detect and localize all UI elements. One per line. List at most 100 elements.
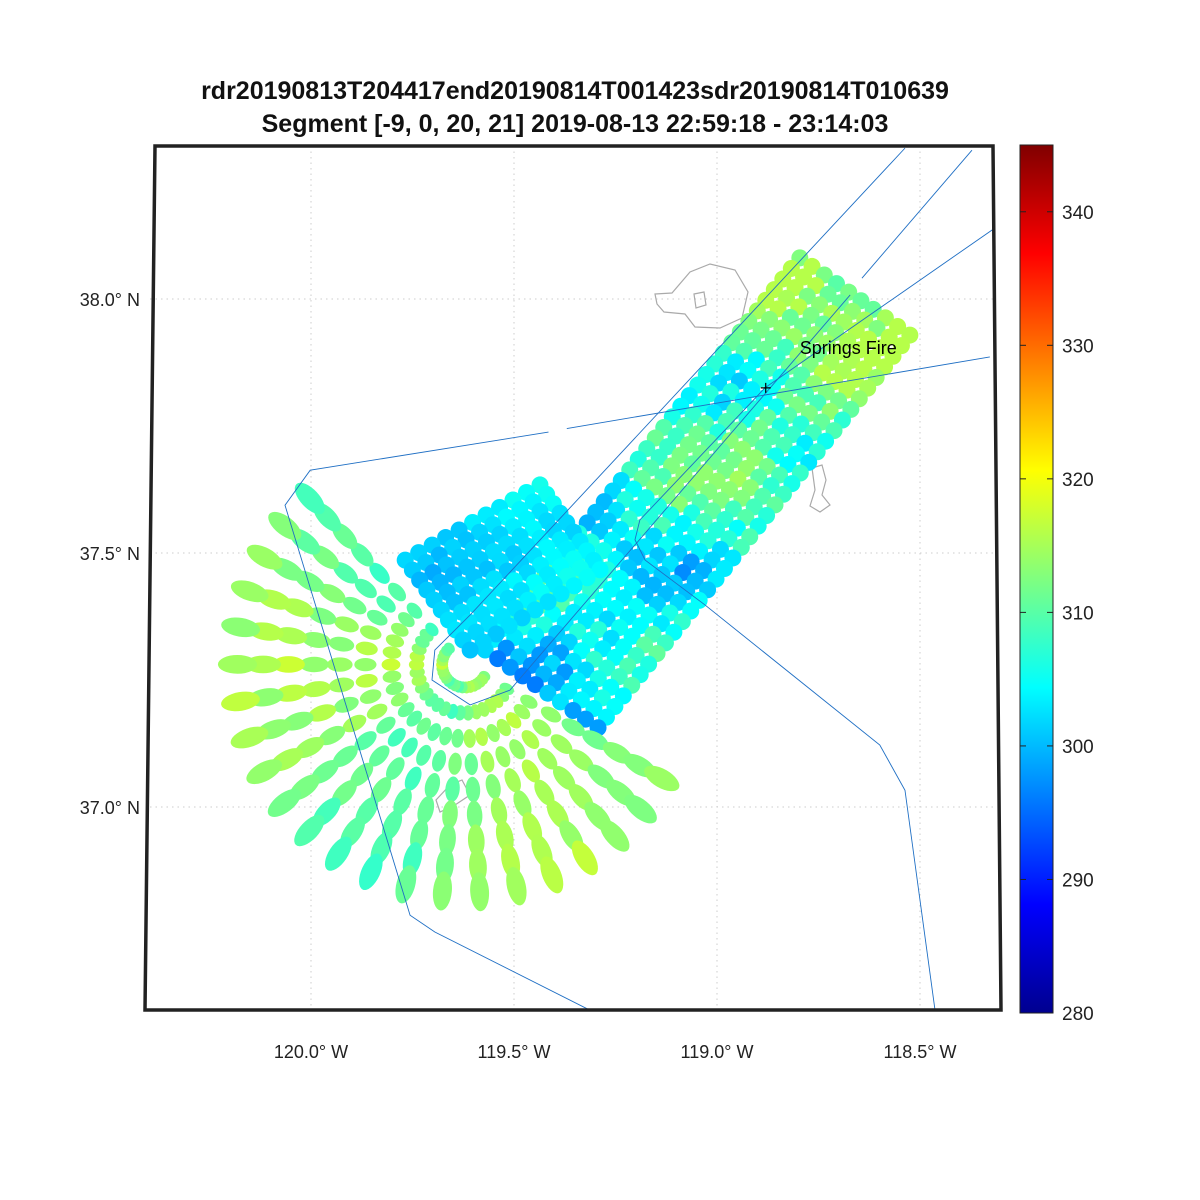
- footprint: [366, 609, 388, 626]
- footprint: [398, 612, 415, 628]
- footprint: [354, 731, 377, 751]
- footprint: [324, 836, 352, 871]
- x-tick-label: 119.5° W: [478, 1042, 551, 1062]
- footprint: [505, 712, 522, 729]
- footprint: [537, 748, 558, 770]
- footprint: [381, 658, 401, 671]
- y-tick-label: 37.0° N: [80, 798, 140, 818]
- footprint: [569, 749, 594, 772]
- colorbar-tick-label: 300: [1062, 737, 1094, 758]
- footprint: [577, 710, 595, 728]
- footprint: [432, 871, 452, 911]
- footprint: [406, 710, 423, 727]
- footprint: [328, 636, 355, 652]
- footprint: [540, 706, 562, 723]
- footprint: [246, 759, 283, 785]
- footprint: [342, 714, 367, 733]
- footprint: [551, 693, 569, 711]
- footprint: [513, 704, 531, 720]
- footprint: [427, 723, 442, 741]
- plot-frame: [143, 144, 1003, 1012]
- footprint: [520, 694, 538, 709]
- footprint: [366, 703, 388, 720]
- footprint: [506, 866, 527, 906]
- footprint: [359, 853, 383, 891]
- footprint: [404, 766, 422, 791]
- footprint: [552, 765, 576, 791]
- footprint: [485, 773, 501, 800]
- footprint: [369, 745, 390, 767]
- footprint: [370, 777, 392, 803]
- footprint: [424, 773, 441, 799]
- footprint: [480, 750, 495, 773]
- footprint: [540, 856, 564, 894]
- footprint: [489, 650, 507, 668]
- annotation: Springs Fire: [760, 338, 897, 393]
- footprint: [439, 726, 453, 746]
- footprint: [376, 595, 396, 613]
- footprint: [369, 562, 390, 584]
- footprint: [294, 482, 325, 515]
- footprint: [445, 776, 460, 802]
- footprint: [644, 765, 680, 792]
- footprint: [561, 718, 585, 737]
- footprint: [564, 701, 582, 719]
- colorbar-tick-label: 280: [1062, 1004, 1094, 1025]
- footprint: [318, 725, 346, 746]
- footprint: [246, 544, 283, 570]
- footprint: [442, 800, 458, 830]
- footprint: [354, 578, 377, 599]
- footprint: [350, 762, 374, 787]
- footprint: [318, 583, 346, 604]
- footprint: [552, 585, 570, 603]
- footprint: [448, 752, 462, 775]
- footprint: [432, 749, 447, 772]
- colorbar-tick-label: 310: [1062, 603, 1094, 624]
- x-tick-label: 119.0° W: [681, 1042, 754, 1062]
- axis-ticks: 120.0° W 119.5° W 119.0° W 118.5° W 38.0° N 3…: [80, 290, 957, 1062]
- footprint: [582, 730, 609, 750]
- footprint: [496, 718, 512, 737]
- footprint: [462, 705, 474, 721]
- footprint: [443, 642, 455, 654]
- footprint: [385, 681, 404, 695]
- footprint: [464, 752, 478, 776]
- footprint: [501, 658, 519, 676]
- footprint: [451, 728, 464, 748]
- footprint: [272, 656, 305, 673]
- footprint: [299, 656, 329, 673]
- footprint: [416, 717, 432, 735]
- footprint: [382, 646, 402, 659]
- flight-track: [861, 149, 973, 279]
- colorbar-tick-label: 340: [1062, 203, 1094, 224]
- footprint: [359, 689, 382, 704]
- footprint: [334, 696, 359, 713]
- colorbar-tick-label: 330: [1062, 336, 1094, 357]
- footprint: [391, 622, 409, 637]
- flight-track: [566, 356, 990, 429]
- footprint: [382, 670, 402, 683]
- footprint: [397, 702, 415, 718]
- fire-label: Springs Fire: [800, 338, 897, 358]
- footprint: [467, 824, 485, 857]
- footprint: [230, 726, 269, 749]
- footprint: [513, 609, 531, 627]
- footprint: [521, 730, 540, 749]
- footprint: [328, 677, 355, 693]
- colorbar-ticks: 280 290 300 310 320 330 340: [1020, 203, 1094, 1025]
- footprint: [327, 657, 353, 672]
- footprint: [461, 641, 479, 659]
- footprint: [439, 823, 456, 857]
- footprint: [475, 727, 488, 746]
- footprint: [578, 569, 596, 587]
- footprint: [470, 872, 490, 912]
- footprint: [308, 607, 337, 625]
- footprint: [385, 757, 405, 781]
- footprint: [509, 739, 526, 760]
- footprint: [463, 729, 476, 748]
- flight-track: [634, 227, 996, 1010]
- footprint: [550, 734, 573, 754]
- footprint: [267, 788, 301, 818]
- lake-outline: [693, 291, 707, 309]
- footprint: [274, 684, 308, 702]
